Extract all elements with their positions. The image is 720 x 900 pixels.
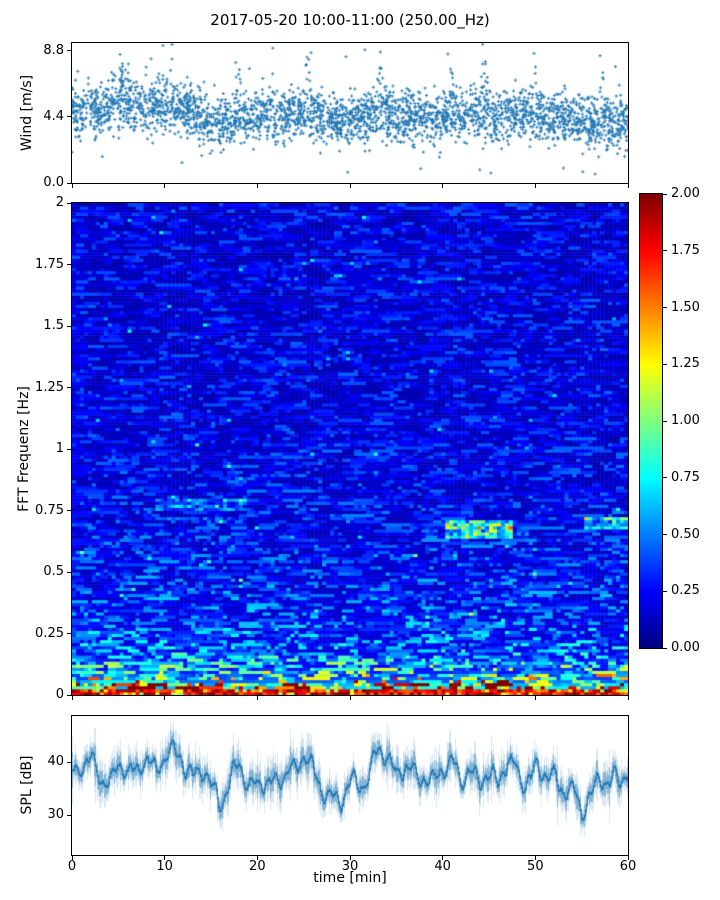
tick-mark <box>534 696 536 700</box>
tick-mark <box>534 184 536 188</box>
figure-title: 2017-05-20 10:00-11:00 (250.00_Hz) <box>210 11 490 29</box>
tick-mark <box>67 761 71 763</box>
tick-label: 0.25 <box>671 583 700 599</box>
tick-mark <box>663 307 667 308</box>
tick-label: 40 <box>47 754 64 770</box>
tick-mark <box>663 363 667 365</box>
wind-panel <box>71 42 629 184</box>
tick-mark <box>627 856 629 860</box>
tick-mark <box>663 193 667 195</box>
tick-mark <box>164 696 166 700</box>
tick-mark <box>349 184 351 188</box>
tick-label: 0.00 <box>671 640 700 655</box>
tick-label: 8.8 <box>43 42 64 58</box>
tick-mark <box>442 856 444 860</box>
tick-label: 4.4 <box>43 108 64 124</box>
tick-mark <box>67 182 71 184</box>
tick-label: 2.00 <box>671 186 700 201</box>
tick-mark <box>67 50 71 52</box>
wind-scatter-canvas <box>72 43 628 183</box>
tick-mark <box>442 184 444 188</box>
tick-mark <box>67 694 71 696</box>
tick-label: 0.0 <box>43 175 64 190</box>
spectrogram-panel <box>71 202 629 696</box>
tick-mark <box>663 420 667 422</box>
tick-mark <box>67 202 71 204</box>
tick-mark <box>164 856 166 860</box>
tick-mark <box>349 696 351 700</box>
tick-label: 0.5 <box>43 564 64 579</box>
tick-label: 30 <box>341 859 359 874</box>
tick-label: 1 <box>55 441 64 456</box>
tick-mark <box>67 325 71 327</box>
tick-mark <box>67 387 71 388</box>
tick-mark <box>663 534 667 535</box>
spl-panel <box>71 715 629 856</box>
tick-mark <box>67 264 71 265</box>
tick-label: 2 <box>55 195 64 210</box>
tick-mark <box>256 696 258 700</box>
tick-mark <box>67 448 71 450</box>
tick-mark <box>256 184 258 188</box>
tick-label: 1.25 <box>35 379 64 395</box>
tick-label: 50 <box>527 859 544 874</box>
tick-label: 0.75 <box>35 502 64 518</box>
tick-label: 0.75 <box>671 469 700 485</box>
tick-label: 30 <box>47 807 64 823</box>
spectrogram-canvas <box>72 203 628 695</box>
tick-label: 1.25 <box>671 356 700 372</box>
tick-mark <box>349 856 351 860</box>
tick-label: 20 <box>249 859 266 874</box>
tick-mark <box>256 856 258 860</box>
tick-label: 60 <box>619 859 637 874</box>
tick-label: 1.00 <box>671 413 700 428</box>
tick-mark <box>442 696 444 700</box>
tick-mark <box>663 250 667 252</box>
tick-mark <box>67 814 71 816</box>
tick-mark <box>627 184 629 188</box>
tick-mark <box>164 184 166 188</box>
tick-mark <box>663 477 667 479</box>
tick-mark <box>67 510 71 511</box>
tick-label: 0.50 <box>671 526 700 542</box>
tick-label: 1.75 <box>671 242 700 258</box>
tick-label: 1.75 <box>35 256 64 272</box>
x-axis-label: time [min] <box>313 870 387 886</box>
spl-line-canvas <box>72 716 628 855</box>
tick-mark <box>71 184 73 188</box>
tick-mark <box>71 696 73 700</box>
tick-label: 1.50 <box>671 299 700 315</box>
tick-label: 1.5 <box>43 318 64 333</box>
tick-mark <box>663 590 667 592</box>
tick-label: 0 <box>67 859 77 874</box>
tick-mark <box>67 633 71 634</box>
tick-label: 0 <box>55 687 64 702</box>
tick-mark <box>534 856 536 860</box>
tick-mark <box>627 696 629 700</box>
tick-mark <box>663 647 667 649</box>
tick-label: 40 <box>434 859 451 874</box>
colorbar <box>639 193 663 649</box>
tick-label: 0.25 <box>35 625 64 641</box>
tick-mark <box>67 116 71 118</box>
tick-mark <box>71 856 73 860</box>
colorbar-canvas <box>640 194 662 648</box>
tick-label: 10 <box>156 859 173 874</box>
tick-mark <box>67 571 71 573</box>
